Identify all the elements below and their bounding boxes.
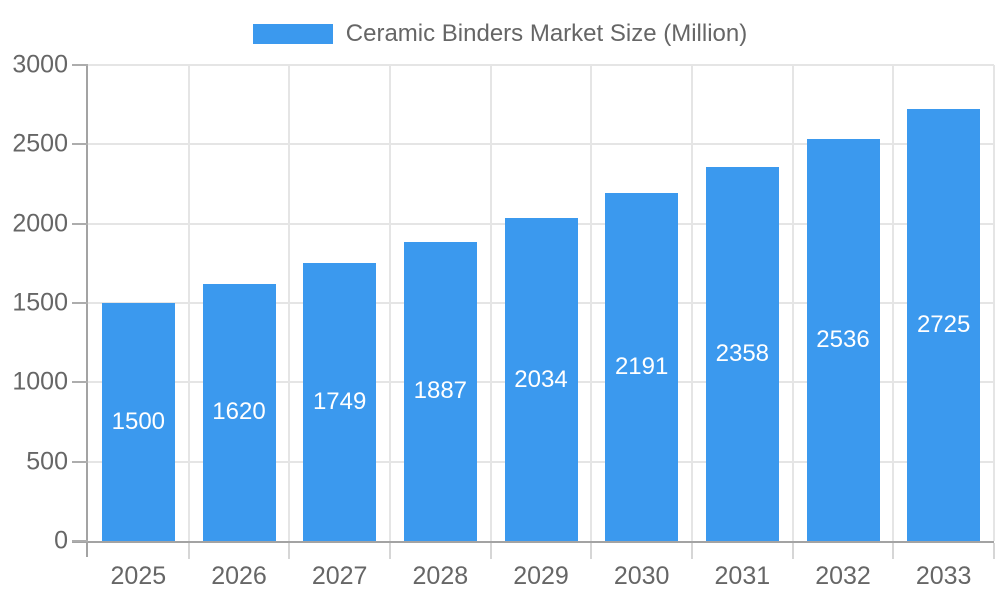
bar-value-label: 2191: [614, 353, 669, 381]
bar-2030[interactable]: 2191: [605, 193, 679, 541]
gridline-vertical: [791, 65, 794, 541]
bar-value-label: 1749: [312, 388, 367, 416]
y-axis-tick-label: 1000: [12, 367, 68, 396]
y-axis-tick: [72, 64, 88, 66]
bar-value-label: 1500: [111, 408, 166, 435]
y-axis-line: [86, 65, 88, 557]
x-axis-tick: [389, 543, 391, 559]
gridline-vertical: [892, 65, 895, 541]
y-axis-tick-label: 3000: [12, 50, 68, 79]
bar-value-label: 2725: [916, 310, 971, 338]
y-axis-tick-label: 2500: [12, 129, 68, 158]
x-axis-tick-label: 2026: [211, 562, 267, 590]
y-axis-tick-label: 2000: [12, 209, 68, 238]
legend[interactable]: Ceramic Binders Market Size (Million): [0, 20, 1000, 48]
x-axis-tick-label: 2031: [714, 562, 771, 590]
x-axis-tick: [993, 543, 995, 559]
y-axis-tick: [72, 540, 88, 542]
gridline-vertical: [993, 65, 995, 541]
gridline-vertical: [489, 65, 492, 541]
y-axis-tick-label: 0: [54, 526, 68, 555]
bar-2029[interactable]: 2034: [504, 218, 578, 541]
x-axis-tick: [791, 543, 794, 559]
x-axis-tick: [187, 543, 190, 559]
bar-2033[interactable]: 2725: [907, 108, 981, 541]
bar-2031[interactable]: 2358: [705, 166, 779, 541]
gridline-vertical: [288, 65, 291, 541]
x-axis-tick: [590, 543, 593, 559]
y-axis-tick: [72, 460, 88, 463]
bar-2027[interactable]: 1749: [303, 263, 377, 541]
gridline-vertical: [691, 65, 693, 541]
x-axis-tick-label: 2033: [915, 562, 972, 590]
gridline-vertical: [590, 65, 593, 541]
y-axis-tick-label: 500: [26, 447, 68, 476]
x-axis-tick-label: 2030: [613, 562, 670, 590]
y-axis-tick: [72, 143, 88, 146]
x-axis-tick-label: 2029: [513, 562, 569, 590]
legend-label: Ceramic Binders Market Size (Million): [345, 20, 748, 47]
x-axis-tick-label: 2028: [412, 562, 469, 590]
y-axis-tick-label: 1500: [12, 288, 68, 317]
legend-swatch-icon: [252, 24, 333, 44]
bar-value-label: 1887: [413, 377, 468, 405]
bar-value-label: 2358: [715, 339, 770, 367]
bar-value-label: 2536: [816, 325, 870, 353]
x-axis-tick-label: 2027: [311, 562, 368, 590]
bar-2025[interactable]: 1500: [101, 303, 175, 541]
bar-value-label: 2034: [514, 365, 568, 393]
x-axis-tick: [288, 543, 291, 559]
x-axis-tick-label: 2025: [110, 562, 167, 590]
x-axis-tick: [892, 543, 895, 559]
x-axis-tick: [691, 543, 693, 559]
y-axis-tick: [72, 381, 88, 384]
x-axis-tick: [489, 543, 492, 559]
y-axis-tick: [72, 302, 88, 304]
y-axis-tick: [72, 222, 88, 225]
bar-2032[interactable]: 2536: [806, 138, 880, 541]
x-axis-tick-label: 2032: [815, 562, 871, 590]
gridline-horizontal: [88, 143, 994, 146]
x-axis-line: [72, 541, 994, 543]
bar-2028[interactable]: 1887: [403, 241, 477, 541]
gridline-vertical: [187, 65, 190, 541]
gridline-horizontal: [88, 64, 994, 66]
bar-value-label: 1620: [212, 398, 266, 426]
bar-2026[interactable]: 1620: [202, 283, 276, 541]
gridline-vertical: [389, 65, 391, 541]
